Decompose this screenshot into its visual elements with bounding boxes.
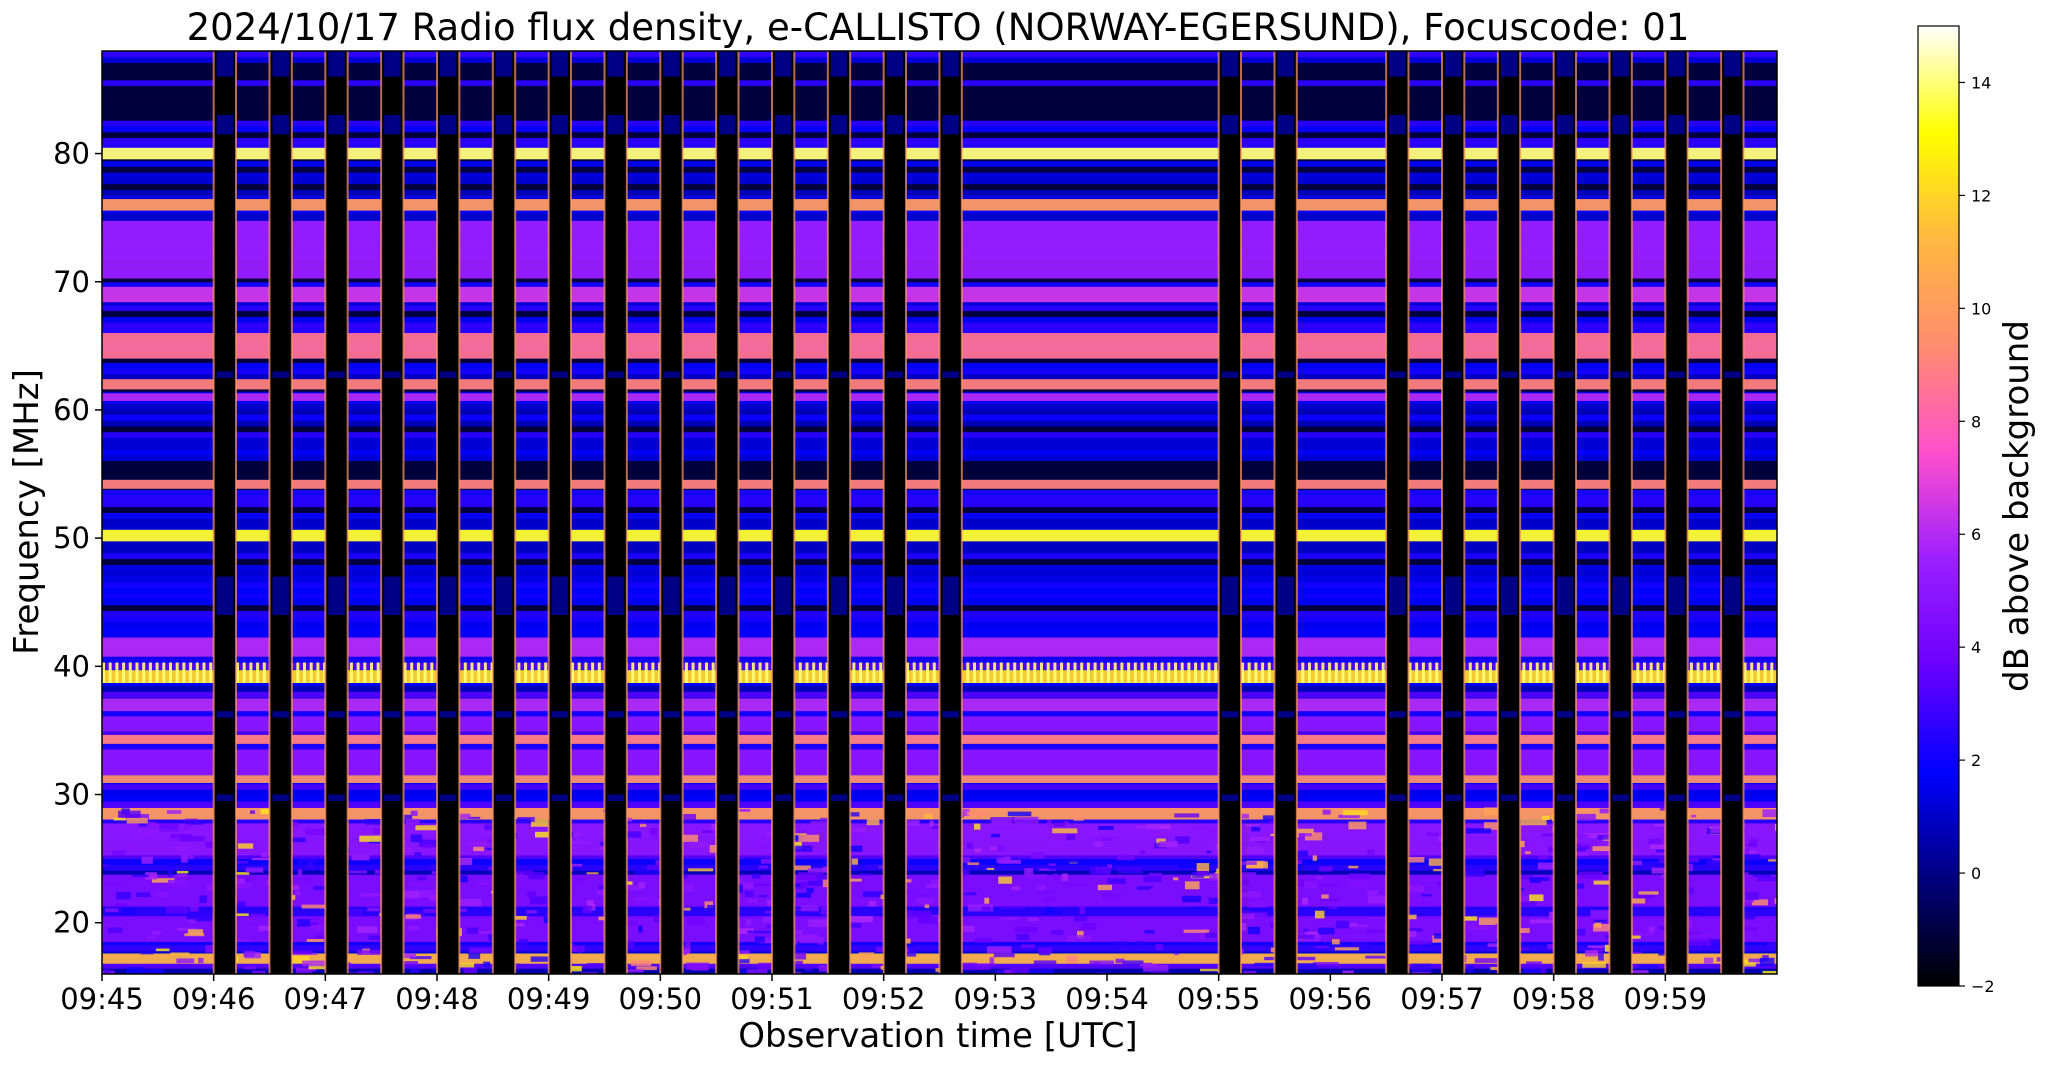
colorbar-tick-label: 2 bbox=[1971, 751, 1981, 770]
calibration-column-11 bbox=[827, 51, 851, 974]
calibration-column-16 bbox=[1386, 51, 1409, 974]
calibration-column-4 bbox=[437, 51, 460, 974]
x-tick-label: 09:46 bbox=[172, 982, 256, 1016]
colorbar-tick-label: 8 bbox=[1971, 412, 1981, 431]
x-tick-label: 09:55 bbox=[1177, 982, 1261, 1016]
x-tick-label: 09:53 bbox=[954, 982, 1038, 1016]
calibration-column-14 bbox=[1218, 51, 1241, 974]
spectrogram-heatmap bbox=[102, 51, 1777, 974]
plot-frame bbox=[101, 50, 1778, 975]
x-tick-label: 09:50 bbox=[619, 982, 703, 1016]
y-tick-label: 80 bbox=[53, 137, 90, 171]
calibration-column-6 bbox=[548, 51, 571, 974]
colorbar-axis: −2 0 2 4 6 8 10 12 14 bbox=[1959, 73, 1995, 996]
calibration-column-20 bbox=[1609, 51, 1632, 974]
calibration-column-1 bbox=[269, 51, 292, 974]
colorbar-tick-label: 12 bbox=[1971, 186, 1991, 205]
colorbar-label: dB above background bbox=[1997, 320, 2037, 692]
calibration-column-8 bbox=[660, 51, 683, 974]
x-tick-label: 09:51 bbox=[730, 982, 814, 1016]
colorbar-tick-label: 6 bbox=[1971, 525, 1981, 544]
y-tick-label: 30 bbox=[53, 778, 90, 812]
calibration-column-17 bbox=[1442, 51, 1465, 974]
calibration-column-10 bbox=[772, 51, 795, 974]
calibration-column-15 bbox=[1274, 51, 1297, 974]
calibration-column-0 bbox=[213, 51, 236, 974]
x-tick-label: 09:56 bbox=[1289, 982, 1373, 1016]
calibration-column-22 bbox=[1721, 51, 1744, 974]
colorbar-tick-label: 4 bbox=[1971, 638, 1981, 657]
x-tick-label: 09:58 bbox=[1512, 982, 1596, 1016]
calibration-column-18 bbox=[1497, 51, 1521, 974]
colorbar-frame bbox=[1917, 25, 1960, 987]
colorbar-tick-label: −2 bbox=[1971, 977, 1995, 996]
y-tick-label: 50 bbox=[53, 521, 90, 555]
x-tick-label: 09:59 bbox=[1624, 982, 1708, 1016]
calibration-column-13 bbox=[939, 51, 962, 974]
x-tick-label: 09:47 bbox=[284, 982, 368, 1016]
x-tick-label: 09:48 bbox=[395, 982, 479, 1016]
x-tick-label: 09:45 bbox=[60, 982, 144, 1016]
x-tick-label: 09:57 bbox=[1400, 982, 1484, 1016]
colorbar-tick-label: 10 bbox=[1971, 299, 1991, 318]
y-tick-label: 70 bbox=[53, 265, 90, 299]
colorbar-tick-label: 0 bbox=[1971, 864, 1981, 883]
y-tick-label: 20 bbox=[53, 906, 90, 940]
x-tick-label: 09:54 bbox=[1065, 982, 1149, 1016]
y-tick-label: 60 bbox=[53, 393, 90, 427]
calibration-column-7 bbox=[604, 51, 627, 974]
colorbar bbox=[1918, 26, 1959, 986]
calibration-column-2 bbox=[325, 51, 348, 974]
calibration-column-5 bbox=[492, 51, 516, 974]
y-tick-label: 40 bbox=[53, 649, 90, 683]
x-tick-label: 09:52 bbox=[842, 982, 926, 1016]
colorbar-tick-label: 14 bbox=[1971, 73, 1991, 92]
x-axis: 09:45 09:46 09:47 09:48 09:49 09:50 09:51 09:52… bbox=[60, 974, 1707, 1016]
x-tick-label: 09:49 bbox=[507, 982, 591, 1016]
y-axis-label: Frequency [MHz] bbox=[7, 369, 47, 655]
calibration-column-19 bbox=[1553, 51, 1576, 974]
x-axis-label: Observation time [UTC] bbox=[738, 1016, 1137, 1056]
calibration-column-9 bbox=[716, 51, 739, 974]
calibration-column-3 bbox=[381, 51, 404, 974]
y-axis: 20 30 40 50 60 70 80 bbox=[53, 137, 102, 940]
calibration-column-21 bbox=[1665, 51, 1688, 974]
calibration-column-12 bbox=[883, 51, 906, 974]
chart-title: 2024/10/17 Radio flux density, e-CALLIST… bbox=[187, 6, 1690, 49]
